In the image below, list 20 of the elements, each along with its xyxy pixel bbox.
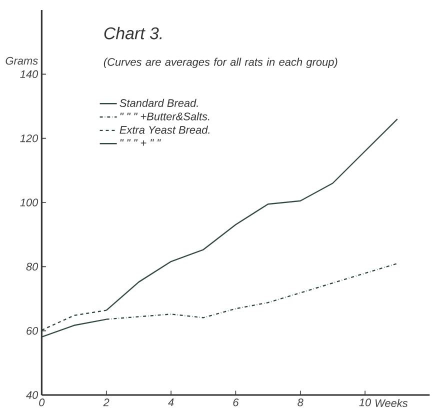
y-tick-label: 120	[20, 134, 38, 142]
legend-label: " " " + " "	[120, 139, 161, 146]
y-axis-title: Grams	[6, 56, 38, 65]
y-tick-label: 60	[26, 326, 38, 335]
x-tick-label: 8	[298, 398, 304, 406]
text: Chart 3.	[104, 26, 162, 40]
x-tick-label: 6	[233, 398, 239, 406]
x-axis-title: Weeks	[376, 398, 408, 408]
text: (Curves are averages for all rats in each group)	[104, 58, 338, 68]
legend-label: " " " +Butter&Salts.	[120, 112, 210, 120]
x-tick-label: 10	[359, 398, 372, 406]
y-tick-label: 140	[20, 70, 38, 78]
y-tick-label: 80	[26, 262, 38, 271]
x-tick-label: 2	[103, 398, 110, 406]
x-tick-label: 4	[168, 398, 174, 406]
legend-label: Standard Bread.	[120, 98, 198, 107]
x-tick-label: 0	[39, 398, 45, 406]
y-tick-label: 100	[20, 198, 38, 206]
legend-label: Extra Yeast Bread.	[120, 126, 210, 134]
y-tick-label: 40	[26, 391, 38, 399]
